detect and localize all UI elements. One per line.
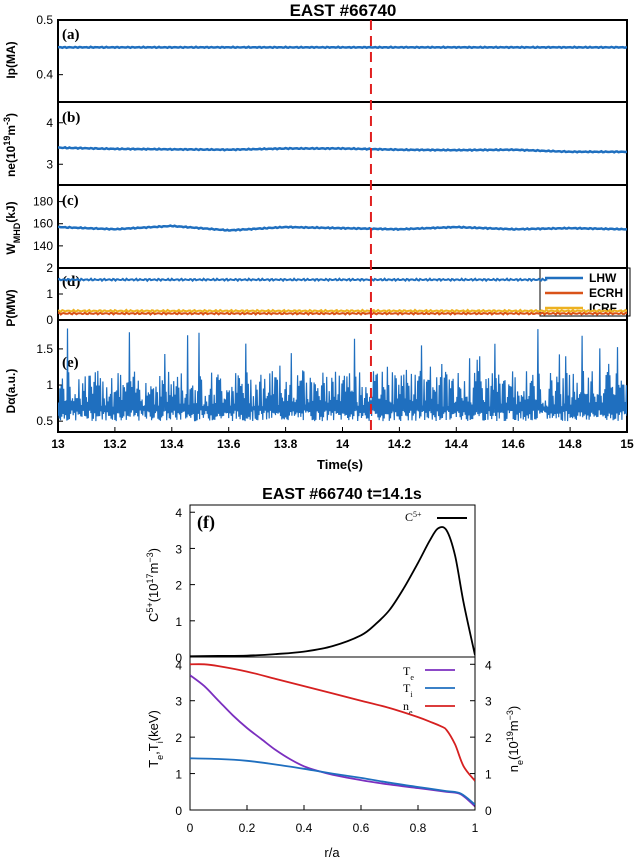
panel-a-label: (a) [62,27,80,43]
profile-line-c5plus [190,526,475,658]
panel-c-ylabel: WMHD(kJ) [4,201,22,254]
y-tick-label-right: 0 [485,804,492,818]
y-tick-label: 4 [46,116,53,130]
y-tick-label: 2 [46,261,53,275]
x-tick-label: 13.4 [160,437,184,451]
y-tick-label-right: 1 [485,768,492,782]
y-tick-label: 0 [175,651,182,665]
profile-line-ti [190,757,475,806]
y-tick-label: 3 [46,157,53,171]
profile-line-te [190,674,475,808]
panel-e-label: (e) [62,355,79,371]
panel-a-frame [57,19,628,103]
panel-d-power: P(MW) (d) LHW ECRH ICRF 0 1 2 [4,261,631,327]
series-line-b [58,145,627,154]
y-tick-label: 4 [175,506,182,520]
series-line-a [58,45,627,50]
panel-f-ylabel: C5+(1017m−3) [145,548,161,622]
y-tick-label: 160 [33,217,53,231]
y-tick-label: 140 [33,239,53,253]
y-tick-label: 1 [175,615,182,629]
panel-b-ylabel: ne(1019m-3) [2,113,18,177]
y-tick-label: 3 [175,542,182,556]
legend-label-ne: ne [403,699,413,717]
y-tick-label: 1 [175,768,182,782]
panel-e-dalpha: Dα(a.u.) (e) 0.5 1 1.5 [4,319,628,433]
panel-f-c5: C5+(1017m−3) (f) C5+ 0 1 2 3 4 [145,504,476,665]
series-line-dalpha [58,328,627,422]
x-tick-label: 14.2 [388,437,412,451]
panel-profiles: Te,Ti(keV) ne(1019m−3) Te Ti ne 0 1 2 3 4 0 1 2… [146,656,525,818]
legend-label-ti: Ti [403,681,413,699]
x-tick-label: 0.8 [410,821,427,835]
profile-line-ne [190,663,475,782]
bottom-chart-title: EAST #66740 t=14.1s [262,486,422,503]
panel-c-wmhd: WMHD(kJ) (c) 140 160 180 [4,184,628,269]
panel-f-frame [189,504,476,658]
top-xlabel: Time(s) [317,457,363,472]
panel-c-label: (c) [62,193,79,209]
panel-d-ylabel: P(MW) [4,289,18,326]
y-tick-label: 2 [175,731,182,745]
y-tick-label: 3 [175,695,182,709]
y-tick-label: 0.5 [36,414,53,428]
y-tick-label: 1.5 [36,342,53,356]
y-tick-label: 2 [175,579,182,593]
x-tick-label: 14 [336,437,350,451]
series-line-c [58,224,627,232]
series-line-ecrh [58,311,627,316]
panel-profiles-frame [189,656,476,811]
y-tick-label: 0 [175,804,182,818]
y-tick-label: 0.5 [36,13,53,27]
bottom-xlabel: r/a [324,845,340,860]
panel-f-label: (f) [197,512,215,533]
y-tick-label: 0 [46,313,53,327]
panel-g-ylabel: Te,Ti(keV) [146,710,165,768]
x-tick-label: 14.6 [502,437,526,451]
series-line-lhw [58,277,548,283]
x-tick-label: 15 [620,437,634,451]
y-tick-label: 4 [175,658,182,672]
y-tick-label: 1 [46,287,53,301]
panel-g-legend: Te Ti ne [403,664,455,717]
x-tick-label: 13.8 [274,437,298,451]
x-tick-label: 0 [187,821,194,835]
panel-e-frame [57,319,628,433]
y-tick-label: 0.4 [36,68,53,82]
panel-b-label: (b) [62,110,80,126]
x-tick-label: 13 [51,437,65,451]
legend-label-lhw: LHW [589,271,617,285]
panel-d-legend: LHW ECRH ICRF [539,267,631,317]
panel-d-label: (d) [62,274,80,290]
x-tick-label: 14.4 [445,437,469,451]
y-tick-label-right: 3 [485,695,492,709]
x-tick-label: 0.4 [296,821,313,835]
panel-e-ylabel: Dα(a.u.) [4,369,18,414]
x-tick-label: 0.2 [239,821,256,835]
panel-a-ylabel: Ip(MA) [4,41,18,78]
x-tick-label: 1 [472,821,479,835]
x-tick-label: 0.6 [353,821,370,835]
y-tick-label-right: 4 [485,658,492,672]
x-tick-label: 14.8 [558,437,582,451]
y-tick-label: 180 [33,195,53,209]
panel-g-ylabel-right: ne(1019m−3) [505,706,525,773]
series-line-icrf [58,308,627,314]
panel-b-ne: ne(1019m-3) (b) 3 4 [2,101,628,186]
x-tick-label: 13.6 [217,437,241,451]
legend-label-ecrh: ECRH [589,286,623,300]
panel-b-frame [57,101,628,186]
legend-label-te: Te [403,664,414,682]
x-tick-label: 13.2 [103,437,127,451]
panel-a-ip: Ip(MA) (a) 0.4 0.5 [4,13,628,103]
panel-f-legend: C5+ [405,510,467,525]
top-chart-title: EAST #66740 [290,1,397,20]
y-tick-label: 1 [46,378,53,392]
legend-label-c5: C5+ [405,510,422,525]
y-tick-label-right: 2 [485,731,492,745]
